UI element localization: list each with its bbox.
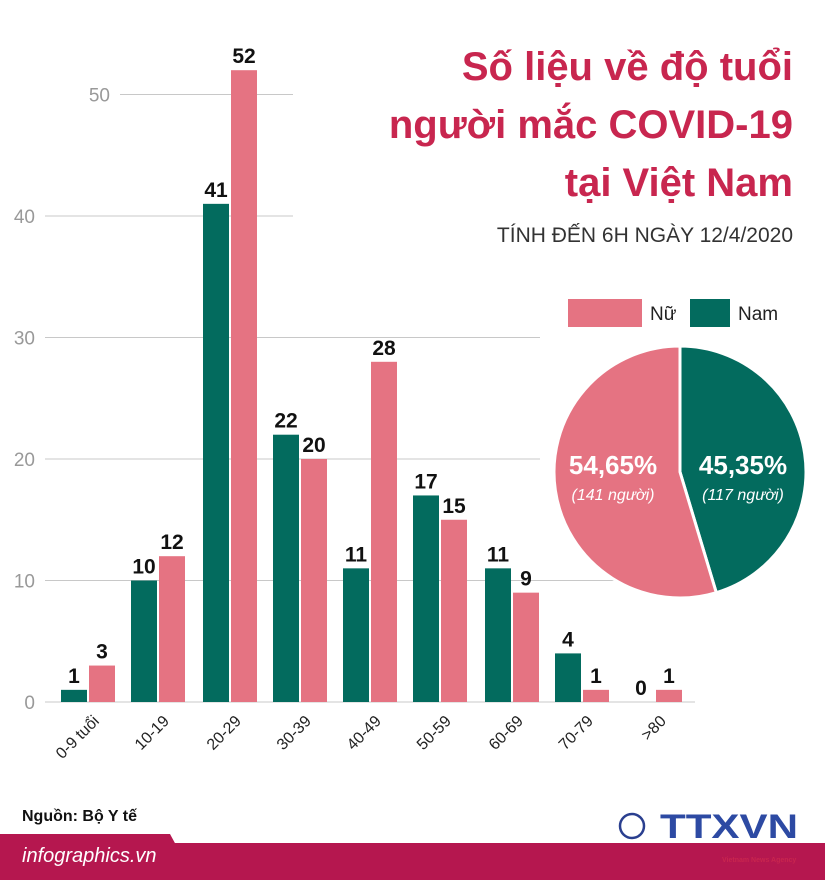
data-label: 11 xyxy=(345,543,368,566)
x-tick-label: 60-69 xyxy=(486,713,527,754)
data-label: 20 xyxy=(302,434,325,457)
site-link[interactable]: infographics.vn xyxy=(22,845,157,867)
logo-tagline: Vietnam News Agency xyxy=(722,857,796,864)
bar-nam xyxy=(273,434,299,702)
pie-label-nam: 45,35% xyxy=(699,450,787,480)
y-tick-label: 40 xyxy=(14,207,35,228)
data-label: 1 xyxy=(68,665,80,688)
y-tick-label: 30 xyxy=(14,329,35,350)
title-line: tại Việt Nam xyxy=(564,161,793,205)
bar-nam xyxy=(131,580,157,702)
data-label: 12 xyxy=(160,531,183,554)
legend-swatch-nam xyxy=(690,299,730,327)
legend-label-nu: Nữ xyxy=(650,304,677,325)
pie-sublabel-nu: (141 người) xyxy=(572,487,655,504)
bar-nu xyxy=(656,689,682,702)
data-label: 0 xyxy=(635,677,647,700)
x-tick-label: 40-49 xyxy=(344,713,385,754)
bar-nam xyxy=(61,689,87,702)
y-tick-label: 0 xyxy=(24,693,35,714)
x-tick-label: 20-29 xyxy=(204,713,245,754)
data-label: 15 xyxy=(442,495,466,518)
y-tick-label: 10 xyxy=(14,572,35,593)
bar-nu xyxy=(513,592,539,702)
data-label: 1 xyxy=(590,665,602,688)
chart-title: Số liệu về độ tuổi người mắc COVID-19 tạ… xyxy=(389,38,793,212)
data-label: 11 xyxy=(487,543,510,566)
bar-nu xyxy=(583,689,609,702)
logo-text: TTXVN xyxy=(660,808,798,846)
data-label: 22 xyxy=(274,410,297,433)
pie-slice-nam xyxy=(678,344,808,595)
title-line: Số liệu về độ tuổi xyxy=(461,45,793,89)
legend-swatch-nu xyxy=(568,299,642,327)
pie-label-nu: 54,65% xyxy=(569,450,657,480)
bar-nu xyxy=(301,459,327,702)
data-label: 52 xyxy=(232,45,255,68)
y-tick-label: 20 xyxy=(14,450,35,471)
bar-nu xyxy=(371,361,397,702)
x-tick-label: 0-9 tuổi xyxy=(52,712,102,762)
data-label: 9 xyxy=(520,568,532,591)
x-tick-label: 10-19 xyxy=(132,713,173,754)
bar-nam xyxy=(555,653,581,702)
data-label: 3 xyxy=(96,641,108,664)
data-label: 1 xyxy=(663,665,675,688)
pie-slice-nu xyxy=(552,344,719,600)
x-tick-label: >80 xyxy=(639,713,670,744)
legend-label-nam: Nam xyxy=(738,304,778,325)
x-tick-label: 30-39 xyxy=(274,713,315,754)
ttxvn-logo: TTXVN Vietnam News Agency xyxy=(618,808,798,864)
bar-nu xyxy=(231,70,257,702)
bar-nam xyxy=(485,568,511,702)
bar-nu xyxy=(89,665,115,702)
data-label: 4 xyxy=(562,628,574,651)
bar-nam xyxy=(203,203,229,702)
y-tick-label: 50 xyxy=(89,86,110,107)
pie-sublabel-nam: (117 người) xyxy=(702,487,784,504)
bar-nu xyxy=(159,556,185,702)
bar-nam xyxy=(413,495,439,702)
data-label: 41 xyxy=(204,179,228,202)
title-line: người mắc COVID-19 xyxy=(388,103,793,147)
bar-nu xyxy=(441,519,467,702)
source-note: Nguồn: Bộ Y tế xyxy=(22,808,137,825)
data-label: 10 xyxy=(132,556,155,579)
chart-subtitle: TÍNH ĐẾN 6H NGÀY 12/4/2020 xyxy=(496,224,793,247)
data-label: 17 xyxy=(414,470,437,493)
bar-nam xyxy=(343,568,369,702)
copyright-icon xyxy=(618,812,646,840)
footer-tab xyxy=(0,834,180,880)
x-tick-label: 70-79 xyxy=(556,713,597,754)
x-tick-label: 50-59 xyxy=(414,713,455,754)
data-label: 28 xyxy=(372,337,396,360)
